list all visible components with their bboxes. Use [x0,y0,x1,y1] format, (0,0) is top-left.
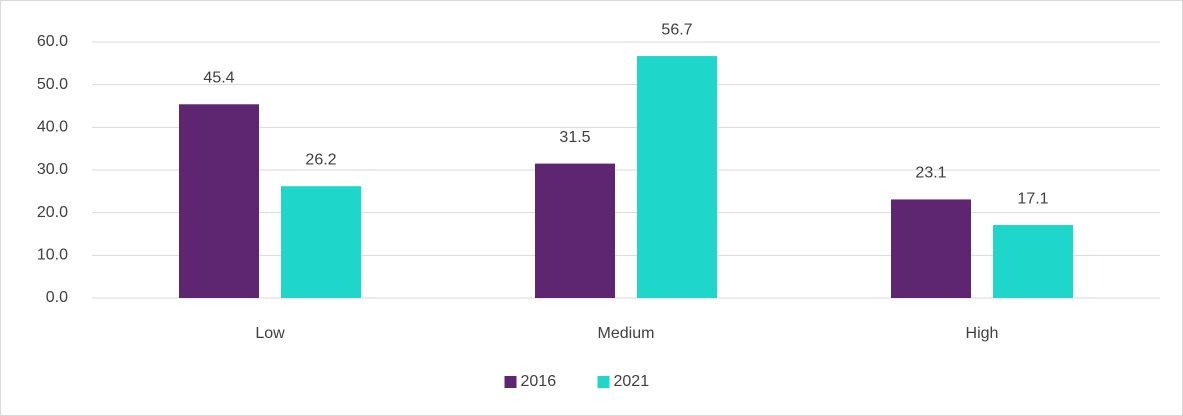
legend-label: 2016 [521,373,557,390]
y-tick-label: 60.0 [37,33,68,50]
data-label: 31.5 [559,129,590,146]
data-label: 23.1 [915,165,946,182]
bar [891,199,971,298]
y-tick-label: 50.0 [37,76,68,93]
bar [993,225,1073,298]
data-label: 17.1 [1017,190,1048,207]
data-label: 26.2 [305,151,336,168]
bar [281,186,361,298]
legend-label: 2021 [614,373,650,390]
legend-swatch [504,376,517,388]
legend-swatch [597,376,610,388]
data-label: 56.7 [661,21,692,38]
y-tick-label: 0.0 [46,289,68,306]
y-tick-label: 20.0 [37,204,68,221]
x-tick-label: Medium [598,325,655,342]
y-tick-label: 30.0 [37,161,68,178]
bar [535,163,615,298]
y-tick-label: 40.0 [37,119,68,136]
x-tick-label: Low [255,325,285,342]
bar [179,104,259,298]
y-tick-label: 10.0 [37,247,68,264]
data-label: 45.4 [203,70,234,87]
bar [637,56,717,298]
x-tick-label: High [966,325,999,342]
